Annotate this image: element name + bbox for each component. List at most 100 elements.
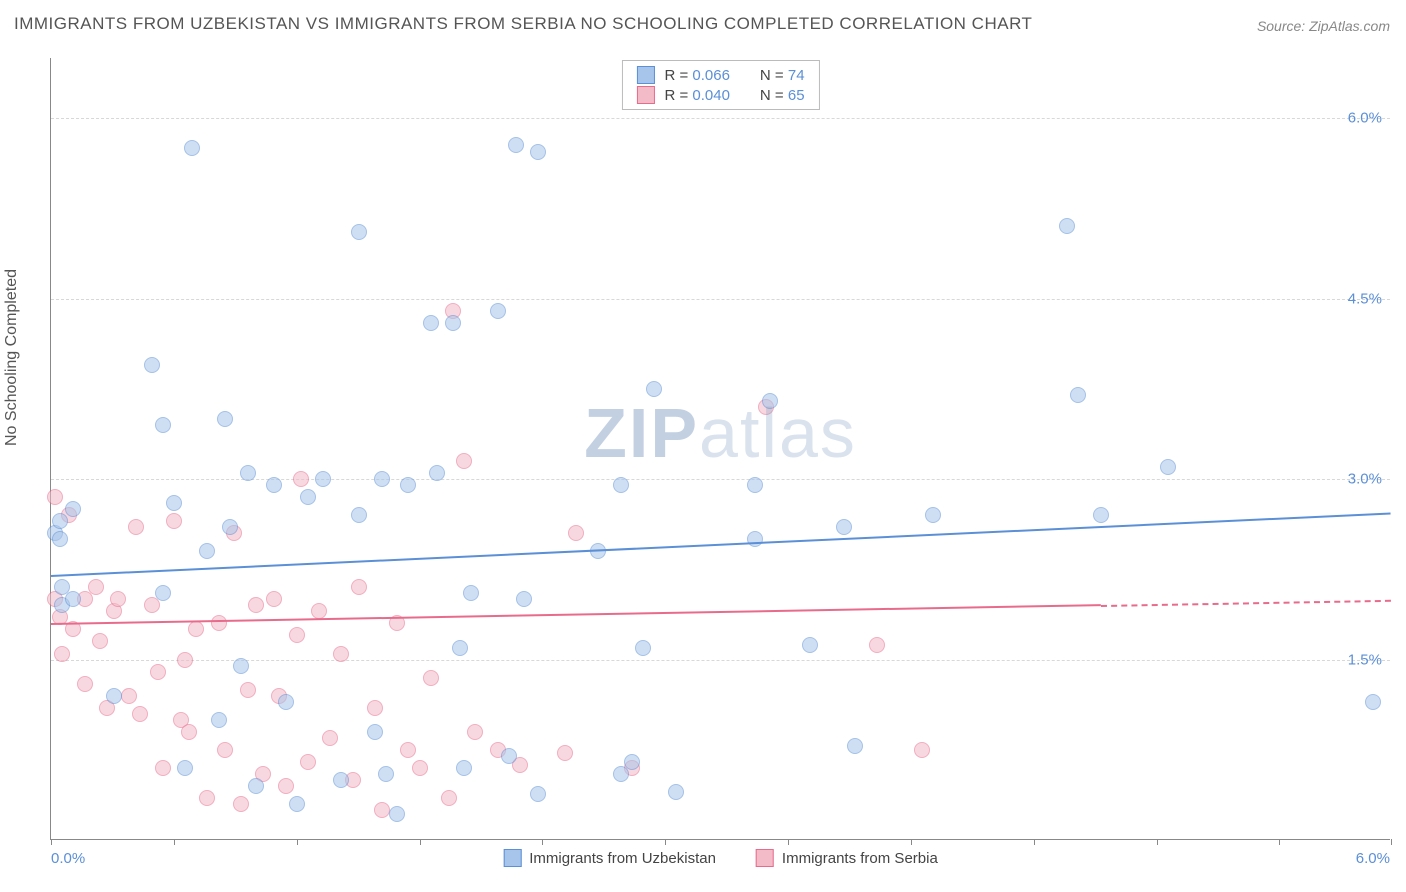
series-legend-item: Immigrants from Serbia	[756, 849, 938, 867]
scatter-point	[400, 742, 416, 758]
scatter-point	[155, 760, 171, 776]
scatter-point	[456, 453, 472, 469]
x-tick-mark	[420, 839, 421, 845]
scatter-point	[77, 676, 93, 692]
stats-legend-row: R = 0.040N = 65	[622, 85, 818, 105]
scatter-point	[412, 760, 428, 776]
x-axis-max-label: 6.0%	[1356, 850, 1390, 867]
scatter-point	[1365, 694, 1381, 710]
watermark-part-a: ZIP	[584, 394, 699, 472]
scatter-point	[351, 507, 367, 523]
stat-n: N = 74	[760, 67, 805, 84]
chart-title: IMMIGRANTS FROM UZBEKISTAN VS IMMIGRANTS…	[14, 14, 1032, 34]
scatter-point	[351, 579, 367, 595]
scatter-point	[516, 591, 532, 607]
series-legend: Immigrants from Uzbekistan Immigrants fro…	[503, 849, 938, 867]
scatter-point	[847, 738, 863, 754]
series-legend-item: Immigrants from Uzbekistan	[503, 849, 716, 867]
x-tick-mark	[297, 839, 298, 845]
scatter-point	[47, 489, 63, 505]
scatter-point	[374, 802, 390, 818]
scatter-point	[374, 471, 390, 487]
scatter-point	[289, 796, 305, 812]
scatter-point	[222, 519, 238, 535]
scatter-point	[52, 531, 68, 547]
scatter-point	[121, 688, 137, 704]
scatter-point	[128, 519, 144, 535]
scatter-point	[278, 778, 294, 794]
trend-line	[51, 513, 1391, 578]
source-attribution: Source: ZipAtlas.com	[1257, 18, 1390, 34]
scatter-point	[467, 724, 483, 740]
x-tick-mark	[542, 839, 543, 845]
y-axis-label: No Schooling Completed	[3, 269, 21, 446]
scatter-point	[836, 519, 852, 535]
x-tick-mark	[174, 839, 175, 845]
scatter-point	[278, 694, 294, 710]
scatter-plot-area: ZIPatlas R = 0.066N = 74R = 0.040N = 65 …	[50, 58, 1390, 840]
scatter-point	[351, 224, 367, 240]
scatter-point	[217, 411, 233, 427]
scatter-point	[240, 682, 256, 698]
scatter-point	[188, 621, 204, 637]
scatter-point	[747, 531, 763, 547]
watermark: ZIPatlas	[584, 393, 857, 473]
x-tick-mark	[1391, 839, 1392, 845]
scatter-point	[65, 501, 81, 517]
scatter-point	[501, 748, 517, 764]
scatter-point	[389, 806, 405, 822]
scatter-point	[646, 381, 662, 397]
legend-swatch	[636, 66, 654, 84]
scatter-point	[177, 760, 193, 776]
x-axis-min-label: 0.0%	[51, 850, 85, 867]
scatter-point	[166, 495, 182, 511]
legend-swatch	[503, 849, 521, 867]
scatter-point	[400, 477, 416, 493]
scatter-point	[144, 357, 160, 373]
scatter-point	[289, 627, 305, 643]
scatter-point	[52, 513, 68, 529]
x-tick-mark	[788, 839, 789, 845]
scatter-point	[367, 724, 383, 740]
scatter-point	[166, 513, 182, 529]
x-tick-mark	[51, 839, 52, 845]
scatter-point	[266, 477, 282, 493]
scatter-point	[240, 465, 256, 481]
scatter-point	[423, 670, 439, 686]
scatter-point	[217, 742, 233, 758]
x-tick-mark	[1157, 839, 1158, 845]
scatter-point	[429, 465, 445, 481]
scatter-point	[445, 315, 461, 331]
scatter-point	[233, 796, 249, 812]
x-tick-mark	[911, 839, 912, 845]
scatter-point	[423, 315, 439, 331]
scatter-point	[199, 790, 215, 806]
legend-swatch	[756, 849, 774, 867]
scatter-point	[869, 637, 885, 653]
scatter-point	[155, 585, 171, 601]
x-tick-mark	[1279, 839, 1280, 845]
scatter-point	[1059, 218, 1075, 234]
scatter-point	[441, 790, 457, 806]
scatter-point	[248, 778, 264, 794]
scatter-point	[132, 706, 148, 722]
scatter-point	[333, 772, 349, 788]
y-tick-label: 4.5%	[1348, 290, 1382, 307]
scatter-point	[315, 471, 331, 487]
scatter-point	[463, 585, 479, 601]
stat-n: N = 65	[760, 87, 805, 104]
scatter-point	[233, 658, 249, 674]
scatter-point	[106, 688, 122, 704]
source-name: ZipAtlas.com	[1309, 18, 1390, 34]
y-tick-label: 1.5%	[1348, 651, 1382, 668]
scatter-point	[181, 724, 197, 740]
source-label: Source:	[1257, 18, 1305, 34]
scatter-point	[322, 730, 338, 746]
scatter-point	[293, 471, 309, 487]
scatter-point	[184, 140, 200, 156]
gridline-h	[51, 118, 1390, 119]
scatter-point	[624, 754, 640, 770]
scatter-point	[311, 603, 327, 619]
scatter-point	[211, 712, 227, 728]
scatter-point	[452, 640, 468, 656]
